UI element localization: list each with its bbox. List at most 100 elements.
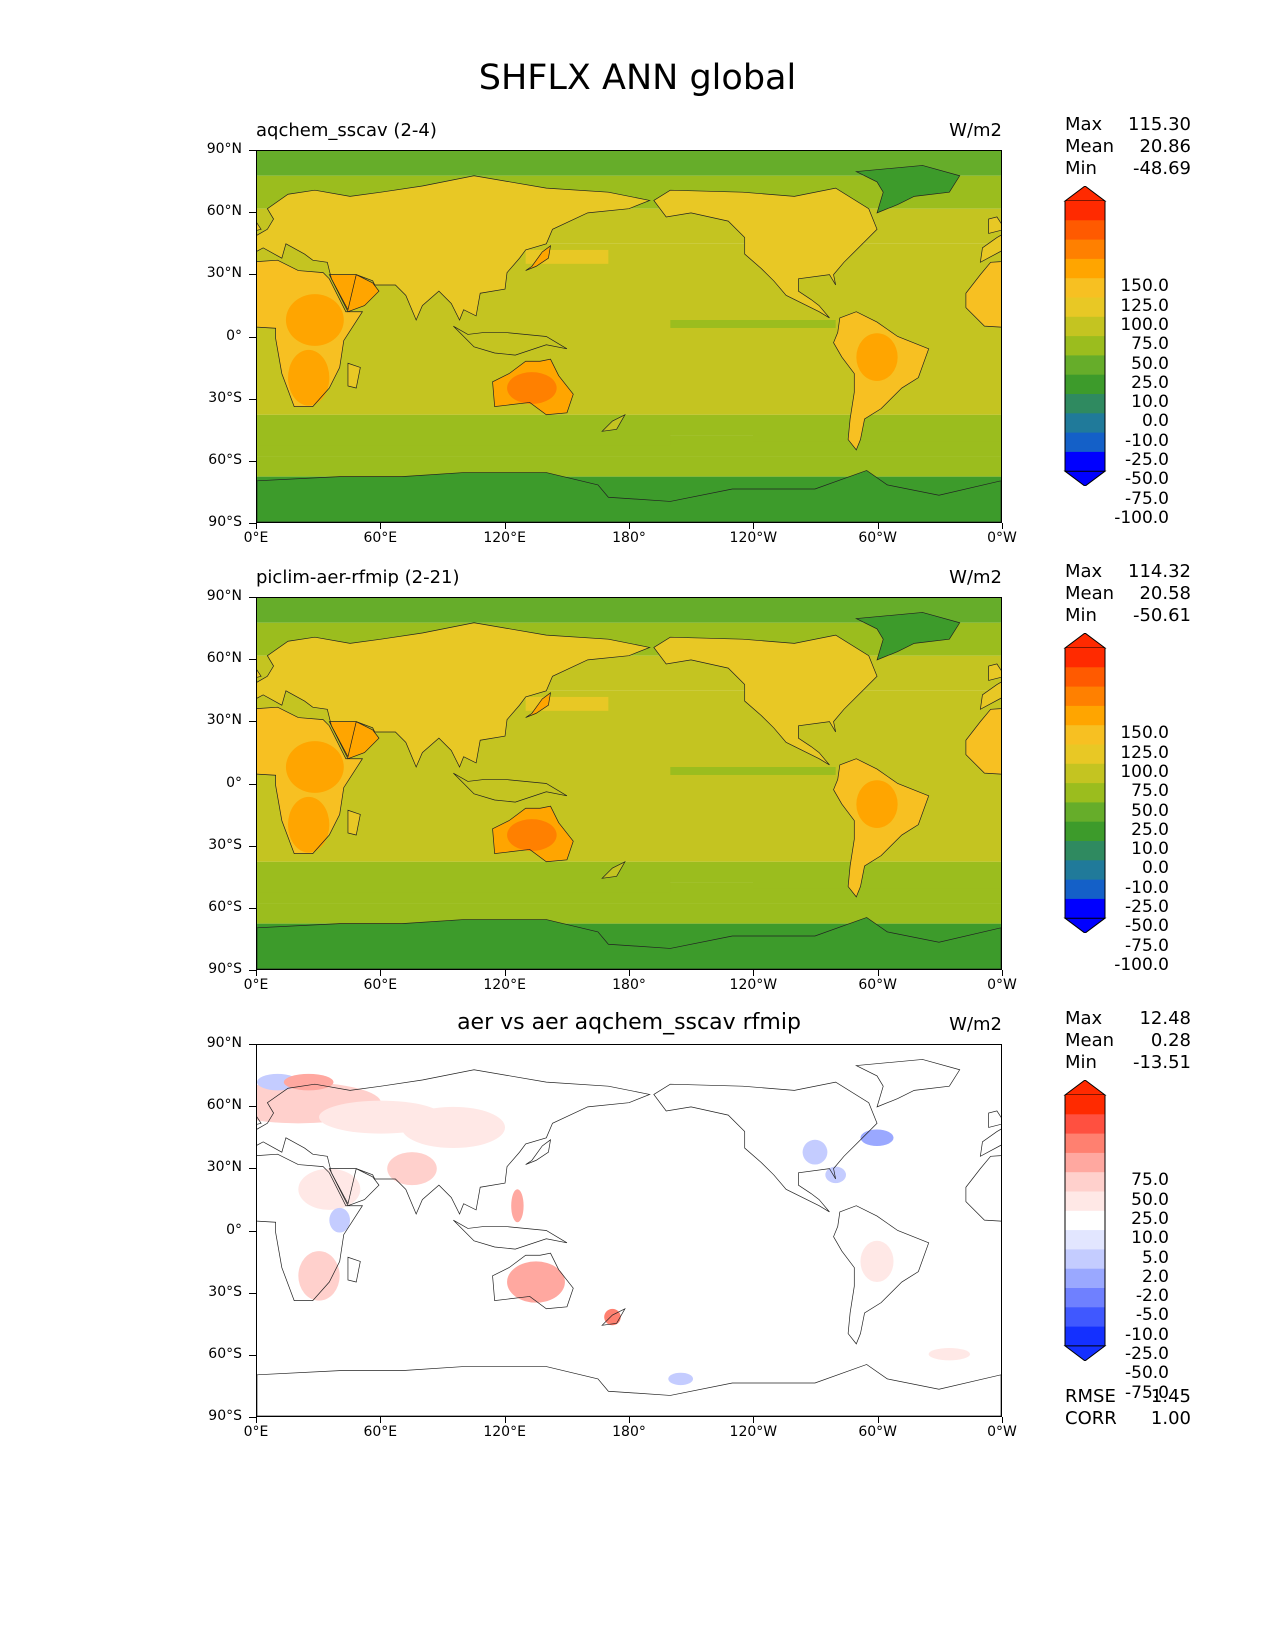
lat-tick-mark xyxy=(249,1044,256,1045)
land-arabia xyxy=(329,721,379,759)
colorbar-segment xyxy=(1065,413,1105,434)
lat-tick-label: 0° xyxy=(226,1221,242,1238)
ocean-band xyxy=(257,903,1001,924)
lat-tick-label: 30°N xyxy=(206,265,242,282)
colorbar-tick-label: 75.0 xyxy=(1131,1170,1169,1191)
coastline-namerica xyxy=(653,1081,878,1213)
lat-tick-label: 30°S xyxy=(208,836,242,853)
panel-2: piclim-aer-rfmip (2-21) W/m2 Max 114.32 M… xyxy=(0,561,1275,1027)
coastline-samerica xyxy=(833,758,930,898)
colorbar-tick-label: 50.0 xyxy=(1131,353,1169,374)
anomaly-blob xyxy=(298,1251,340,1301)
lon-tick-mark xyxy=(877,1417,879,1423)
coastline-australia xyxy=(492,1252,574,1310)
itcz-band xyxy=(670,320,836,328)
lon-tick-label: 60°W xyxy=(858,977,897,993)
colorbar-tick-label: -75.0 xyxy=(1125,935,1169,956)
colorbar-tick-label: 150.0 xyxy=(1120,276,1169,297)
coastline-arabia xyxy=(328,721,380,760)
land-samerica xyxy=(833,311,929,450)
colorbar-tick-label: -10.0 xyxy=(1125,1324,1169,1345)
colorbar-tick-label: 25.0 xyxy=(1131,372,1169,393)
corr-label: CORR xyxy=(1065,1408,1117,1429)
max-value: 114.32 xyxy=(1128,561,1191,582)
coastline-madagascar xyxy=(347,1256,361,1283)
lon-tick-label: 60°E xyxy=(363,1424,398,1440)
min-value: -50.61 xyxy=(1132,605,1191,626)
lat-tick-label: 60°N xyxy=(206,650,242,667)
coastline-namerica xyxy=(653,187,878,319)
land-indonesia xyxy=(453,326,567,356)
coastline-madagascar xyxy=(347,809,361,836)
colorbar-tick-label: 75.0 xyxy=(1131,334,1169,355)
colorbar-segment xyxy=(1065,1095,1105,1115)
colorbar-tick-label: -25.0 xyxy=(1125,450,1169,470)
coastline-japan xyxy=(525,1138,551,1165)
lat-tick-mark xyxy=(249,1417,256,1418)
lon-tick-label: 180° xyxy=(612,530,646,546)
land-namerica xyxy=(653,188,878,318)
lat-tick-mark xyxy=(249,907,256,909)
colorbar-segment xyxy=(1065,451,1105,472)
southern-ocean-band xyxy=(753,876,1001,889)
colorbar-tick-label: 125.0 xyxy=(1120,742,1169,763)
lat-tick-mark xyxy=(249,274,256,276)
map-svg xyxy=(257,151,1001,522)
map-svg xyxy=(257,598,1001,969)
colorbar-tick-label: 125.0 xyxy=(1120,295,1169,316)
colorbar-segment xyxy=(1065,763,1105,784)
land-nz xyxy=(602,861,625,879)
colorbar-segment xyxy=(1065,802,1105,823)
colorbar-extend-top xyxy=(1063,186,1107,202)
lat-tick-label: 60°N xyxy=(206,1097,242,1114)
mean-label: Mean xyxy=(1065,583,1115,604)
lon-tick-mark xyxy=(753,523,755,529)
colorbar-tick-label: 150.0 xyxy=(1120,723,1169,744)
units-label: W/m2 xyxy=(949,567,1002,588)
panel-title: piclim-aer-rfmip (2-21) xyxy=(256,567,460,588)
colorbar-segment xyxy=(1065,1152,1105,1173)
coastline-indonesia xyxy=(453,325,568,356)
land-nz xyxy=(602,414,625,432)
lon-tick-label: 120°W xyxy=(729,530,778,546)
lat-tick-mark xyxy=(249,721,256,723)
corr-value: 1.00 xyxy=(1150,1408,1191,1429)
lon-tick-label: 0°W xyxy=(987,977,1017,993)
colorbar-tick-label: -50.0 xyxy=(1125,1363,1169,1384)
stats-box: Max 12.48 Mean 0.28 Min -13.51 xyxy=(1065,1008,1191,1074)
rmse-value: 1.45 xyxy=(1150,1386,1191,1407)
coastline-antarctica xyxy=(257,917,1001,969)
lon-tick-label: 120°W xyxy=(729,977,778,993)
coastline-uk xyxy=(988,663,1001,681)
mean-value: 20.58 xyxy=(1139,583,1191,604)
lat-tick-mark xyxy=(249,460,256,462)
southern-ocean-band xyxy=(257,876,671,893)
lat-tick-mark xyxy=(249,398,256,400)
colorbar-segment xyxy=(1065,1326,1105,1347)
lon-tick-label: 0°E xyxy=(243,977,269,993)
colorbar-segment xyxy=(1065,1191,1105,1212)
lon-tick-mark xyxy=(256,1417,257,1423)
lat-tick-label: 30°S xyxy=(208,1283,242,1300)
land-eurasia xyxy=(257,175,650,320)
colorbar-tick-label: -2.0 xyxy=(1135,1286,1169,1307)
anomaly-blob xyxy=(511,1189,524,1223)
coastline-arabia xyxy=(328,274,380,313)
colorbar-segment xyxy=(1065,841,1105,861)
lon-tick-mark xyxy=(629,970,630,976)
error-stats: RMSE 1.45 CORR 1.00 xyxy=(1065,1386,1191,1430)
colorbar-svg xyxy=(1063,186,1107,487)
colorbar-segment xyxy=(1065,705,1105,726)
min-value: -13.51 xyxy=(1132,1052,1191,1073)
colorbar-extend-bottom xyxy=(1063,1345,1107,1361)
anomaly-blob xyxy=(507,1261,565,1303)
colorbar-tick-label: 10.0 xyxy=(1131,392,1169,413)
anomaly-blob xyxy=(401,1106,505,1149)
map-plot xyxy=(256,150,1002,523)
land-namerica xyxy=(653,635,878,765)
lon-tick-mark xyxy=(1002,970,1003,976)
max-label: Max xyxy=(1065,561,1103,582)
lon-tick-label: 120°E xyxy=(483,1424,526,1440)
map-plot xyxy=(256,1044,1002,1417)
colorbar-segment xyxy=(1065,1307,1105,1328)
